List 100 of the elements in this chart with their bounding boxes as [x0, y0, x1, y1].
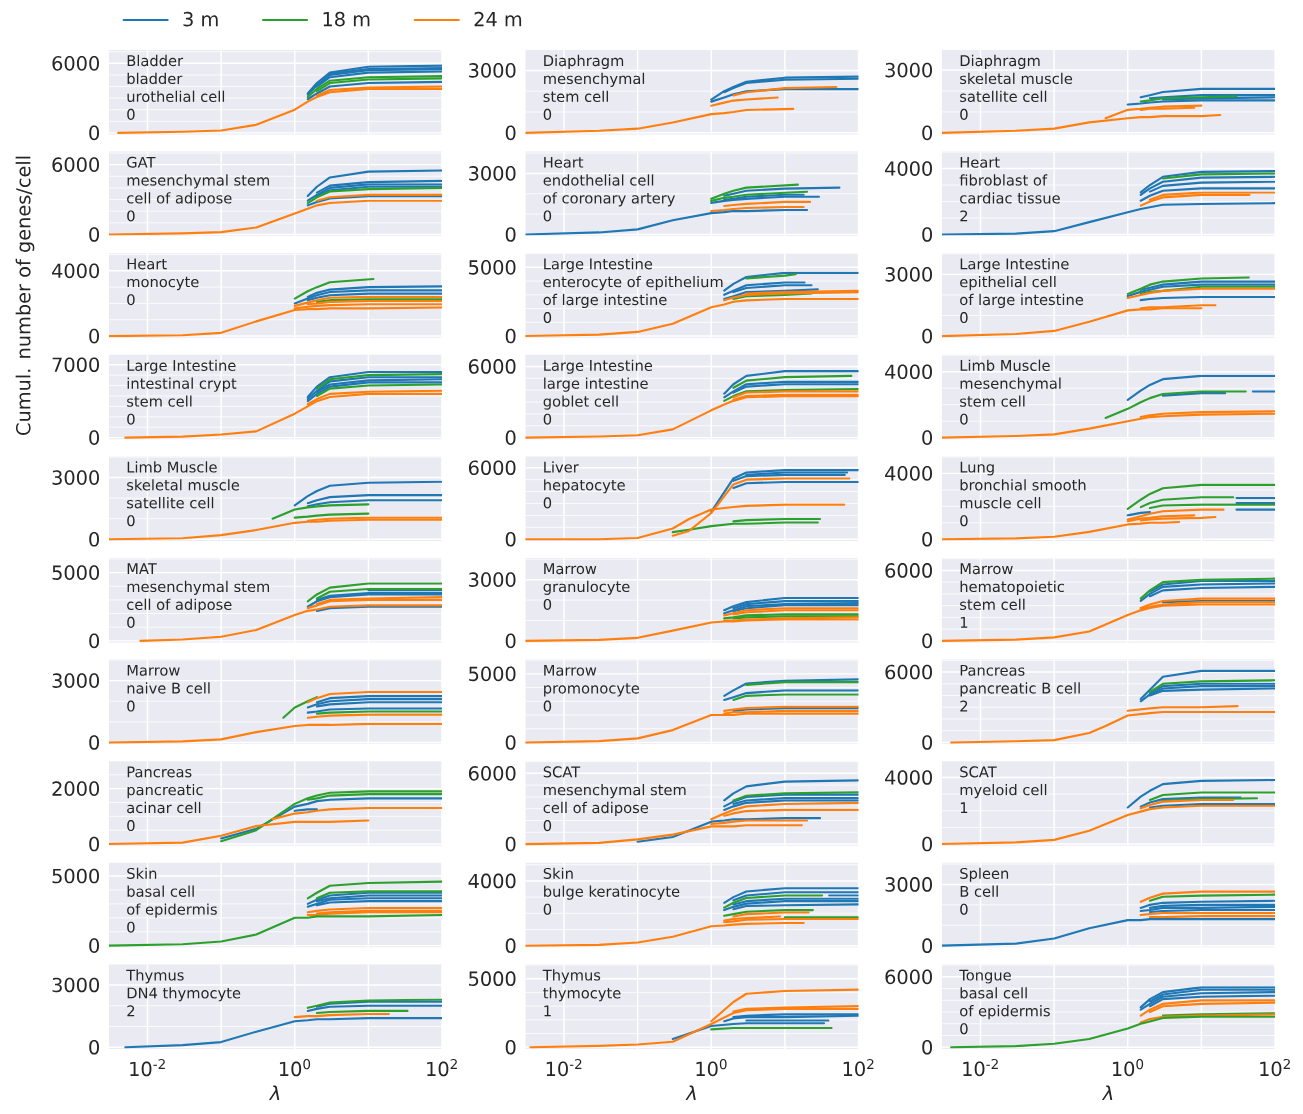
y-tick-label: 2000 — [52, 781, 99, 796]
annotation: cell of adipose — [127, 192, 232, 207]
y-tick-label: 0 — [505, 633, 516, 649]
y-tick-label: 0 — [89, 328, 100, 344]
y-tick-label: 0 — [505, 227, 516, 242]
annotation: 0 — [960, 413, 968, 425]
annotation: Pancreas — [127, 766, 192, 778]
annotation: bulge keratinocyte — [544, 885, 680, 900]
annotation: Lung — [960, 461, 994, 476]
annotation: 0 — [543, 820, 552, 832]
annotation: SCAT — [960, 766, 997, 778]
annotation: Limb Muscle — [960, 359, 1050, 372]
annotation: of epidermis — [127, 903, 217, 918]
y-tick-label: 0 — [922, 1039, 933, 1055]
annotation: 0 — [543, 210, 552, 222]
y-tick-label: 0 — [922, 531, 933, 547]
annotation: 1 — [960, 802, 968, 814]
annotation: intestinal crypt — [127, 377, 237, 392]
annotation: Marrow — [960, 563, 1013, 575]
annotation: granulocyte — [543, 580, 630, 595]
annotation: 2 — [960, 210, 968, 222]
annotation: Skin — [543, 867, 573, 880]
y-axis-title: Cumul. number of genes/cell — [15, 156, 35, 435]
y-tick-label: 0 — [89, 531, 100, 547]
annotation: 0 — [127, 413, 135, 425]
annotation: Thymus — [126, 969, 184, 984]
y-tick-label: 5000 — [469, 666, 516, 682]
y-tick-label: 5000 — [469, 260, 516, 275]
y-tick-label: 4000 — [885, 466, 932, 481]
annotation: 0 — [960, 312, 968, 324]
annotation: fibroblast of — [959, 174, 1048, 186]
y-tick-label: 6000 — [468, 766, 516, 781]
x-tick-label: 10$^{0}$ — [1112, 1058, 1144, 1077]
legend-label: 3 m — [183, 11, 218, 27]
annotation: monocyte — [127, 276, 199, 291]
annotation: GAT — [127, 156, 156, 168]
x-tick-label: 10$^{-2}$ — [130, 1058, 165, 1077]
annotation: Skin — [127, 867, 157, 880]
annotation: 1 — [960, 617, 968, 628]
x-axis-title: λ — [1101, 1085, 1113, 1101]
annotation: 0 — [960, 903, 968, 915]
annotation: pancreatic B cell — [960, 682, 1080, 697]
y-tick-label: 0 — [505, 328, 516, 344]
annotation: MAT — [127, 563, 157, 575]
annotation: Large Intestine — [960, 258, 1069, 273]
annotation: Marrow — [127, 664, 180, 676]
y-tick-label: 0 — [922, 125, 933, 141]
annotation: 0 — [543, 700, 552, 712]
annotation: B cell — [960, 885, 998, 897]
annotation: 0 — [543, 108, 552, 120]
annotation: of large intestine — [543, 293, 667, 309]
annotation: bronchial smooth — [960, 479, 1086, 491]
annotation: mesenchymal stem — [544, 783, 686, 799]
annotation: Marrow — [544, 563, 597, 575]
annotation: mesenchymal — [544, 72, 645, 87]
y-tick-label: 6000 — [468, 460, 516, 476]
x-tick-label: 10$^{-2}$ — [963, 1058, 998, 1077]
y-tick-label: 0 — [505, 125, 516, 141]
y-tick-label: 0 — [922, 227, 933, 242]
annotation: goblet cell — [543, 395, 618, 410]
annotation: 0 — [543, 413, 552, 425]
annotation: promonocyte — [544, 683, 640, 697]
annotation: urothelial cell — [127, 90, 225, 103]
y-tick-label: 6000 — [885, 969, 932, 985]
annotation: Large Intestine — [544, 359, 653, 374]
y-tick-label: 4000 — [885, 770, 932, 785]
y-tick-label: 6000 — [52, 157, 99, 172]
y-tick-label: 3000 — [469, 63, 516, 78]
y-tick-label: 0 — [505, 735, 516, 750]
annotation: naive B cell — [127, 682, 210, 694]
y-tick-label: 4000 — [885, 161, 932, 176]
annotation: 0 — [543, 312, 552, 324]
annotation: cell of adipose — [127, 598, 232, 613]
annotation: stem cell — [127, 395, 192, 407]
annotation: muscle cell — [960, 497, 1041, 509]
y-tick-label: 4000 — [52, 263, 99, 279]
x-tick-label: 10$^{0}$ — [279, 1058, 311, 1077]
annotation: Limb Muscle — [127, 461, 217, 473]
annotation: SCAT — [543, 766, 581, 778]
y-tick-label: 3000 — [52, 470, 99, 485]
annotation: Heart — [544, 156, 584, 168]
annotation: bladder — [127, 72, 183, 85]
annotation: 0 — [127, 700, 135, 712]
x-tick-label: 10$^{0}$ — [696, 1058, 727, 1077]
annotation: 0 — [127, 294, 135, 306]
annotation: Spleen — [960, 867, 1009, 882]
y-tick-label: 0 — [505, 430, 516, 445]
y-tick-label: 0 — [89, 125, 100, 141]
annotation: 0 — [960, 515, 968, 527]
annotation: 0 — [543, 497, 552, 509]
annotation: 0 — [127, 108, 135, 120]
y-tick-label: 7000 — [52, 357, 99, 373]
y-tick-label: 0 — [89, 1039, 100, 1055]
y-tick-label: 0 — [505, 938, 516, 954]
annotation: Heart — [960, 156, 1000, 168]
annotation: enterocyte of epithelium — [543, 275, 723, 291]
y-tick-label: 0 — [922, 836, 933, 852]
annotation: 2 — [960, 700, 968, 712]
x-tick-label: 10$^{-2}$ — [546, 1058, 582, 1077]
annotation: of coronary artery — [543, 192, 675, 207]
